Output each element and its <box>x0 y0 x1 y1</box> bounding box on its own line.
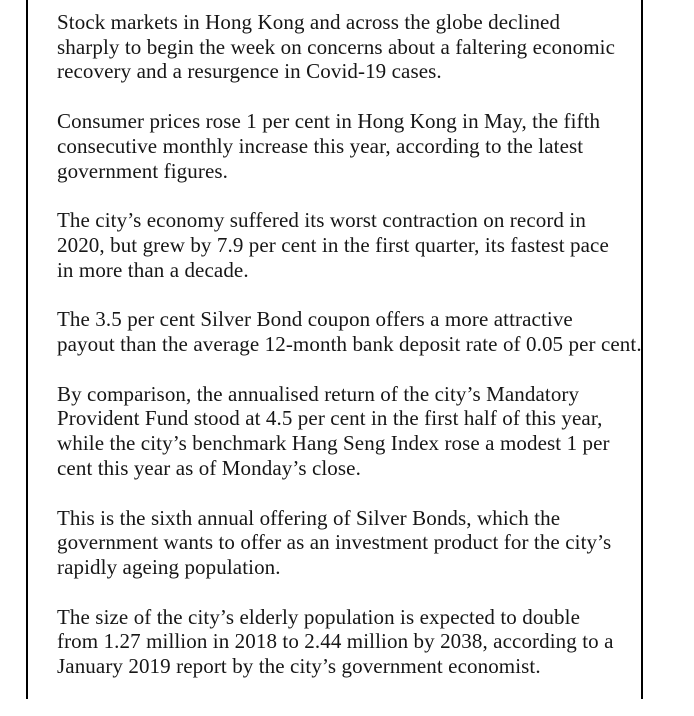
paragraph-consumer-prices: Consumer prices rose 1 per cent in Hong … <box>57 109 601 183</box>
paragraph-sixth-offering: This is the sixth annual offering of Sil… <box>57 505 612 579</box>
right-border-rule <box>641 0 643 699</box>
paragraph-economy-contraction: The city’s economy suffered its worst co… <box>57 208 609 282</box>
article-text: Stock markets in Hong Kong and across th… <box>57 10 649 679</box>
left-border-rule <box>26 0 28 699</box>
paragraph-silver-bond-coupon: The 3.5 per cent Silver Bond coupon offe… <box>57 307 642 357</box>
paragraph-stock-markets: Stock markets in Hong Kong and across th… <box>57 10 616 84</box>
paragraph-mpf-comparison: By comparison, the annualised return of … <box>57 381 610 480</box>
paragraph-elderly-population: The size of the city’s elderly populatio… <box>57 604 614 679</box>
